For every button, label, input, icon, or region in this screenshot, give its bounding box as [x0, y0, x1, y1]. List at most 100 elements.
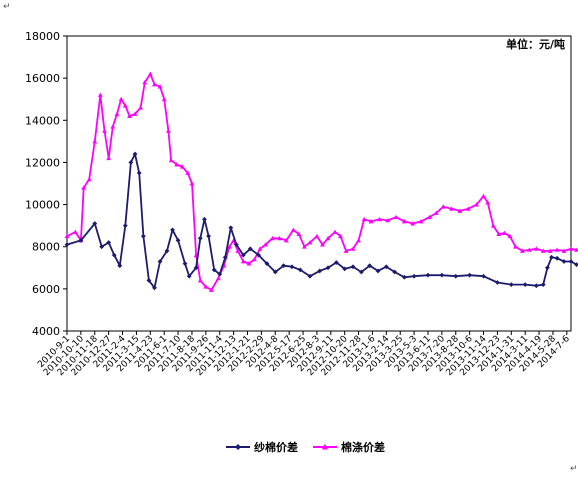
legend-label-polyester: 棉涤价差: [341, 440, 385, 454]
data-point: [325, 265, 331, 271]
data-point: [106, 155, 112, 161]
data-point: [257, 246, 263, 251]
data-point: [540, 248, 546, 253]
data-point: [81, 185, 87, 190]
legend-marker-diamond-icon: [235, 444, 241, 450]
y-tick-label: 16000: [25, 72, 60, 85]
data-point: [114, 111, 120, 116]
data-point: [496, 231, 502, 236]
series-yarn-cotton-spread: [64, 151, 578, 291]
data-point: [110, 124, 116, 129]
data-point: [526, 247, 532, 252]
data-point: [215, 275, 221, 281]
data-point: [157, 259, 163, 264]
data-point: [142, 79, 148, 85]
series-line: [66, 153, 578, 289]
data-point: [64, 233, 70, 239]
data-point: [165, 128, 171, 133]
data-point: [117, 263, 123, 269]
data-point: [157, 84, 163, 89]
data-point: [501, 230, 507, 235]
data-point: [457, 208, 463, 213]
data-point: [138, 105, 143, 110]
data-point: [522, 282, 528, 288]
data-point: [401, 274, 407, 280]
data-point: [317, 268, 323, 274]
data-point: [208, 287, 214, 292]
legend-label-yarn: 纱棉价差: [254, 440, 298, 454]
y-tick-label: 6000: [32, 283, 60, 296]
data-point: [358, 269, 364, 275]
data-point: [554, 255, 560, 261]
y-tick-label: 14000: [25, 114, 60, 127]
x-axis: 2010-9-12010-10-102010-11-182010-12-2720…: [36, 331, 572, 378]
data-point: [401, 219, 407, 224]
data-point: [314, 233, 320, 239]
data-point: [307, 273, 313, 279]
data-point: [227, 244, 232, 249]
data-point: [418, 219, 424, 224]
data-point: [325, 235, 331, 241]
data-point: [152, 82, 157, 87]
data-point: [217, 271, 223, 277]
data-point: [410, 221, 416, 226]
data-point: [350, 246, 356, 251]
data-point: [92, 221, 98, 226]
data-point: [246, 261, 252, 266]
data-point: [343, 248, 349, 253]
series-layer: [64, 71, 578, 292]
data-point: [554, 247, 560, 252]
y-tick-label: 18000: [25, 30, 60, 43]
data-point: [513, 244, 518, 249]
data-point: [350, 264, 356, 270]
data-point: [146, 278, 152, 283]
data-point: [356, 237, 361, 243]
data-point: [411, 273, 417, 279]
data-point: [189, 181, 195, 186]
data-point: [197, 235, 203, 241]
data-point: [281, 263, 286, 269]
data-point: [342, 266, 348, 272]
data-point: [385, 217, 391, 223]
data-point: [495, 280, 500, 285]
data-point: [297, 267, 303, 273]
data-point: [508, 282, 514, 288]
legend: 纱棉价差 棉涤价差: [226, 440, 385, 454]
data-point: [211, 267, 217, 273]
data-point: [540, 282, 546, 288]
data-point: [202, 216, 207, 222]
plot-area-frame: [66, 35, 572, 332]
data-point: [132, 111, 138, 116]
data-point: [439, 272, 445, 278]
data-point: [92, 138, 98, 144]
data-point: [290, 227, 296, 232]
data-point: [206, 233, 212, 239]
data-point: [175, 237, 181, 243]
data-point: [289, 264, 295, 270]
data-point: [332, 229, 338, 234]
data-point: [383, 264, 389, 270]
data-point: [152, 285, 157, 291]
data-point: [170, 227, 175, 233]
data-point: [179, 164, 185, 169]
data-point: [140, 233, 146, 239]
data-point: [320, 242, 325, 247]
data-point: [111, 252, 117, 258]
data-point: [465, 206, 471, 211]
data-point: [72, 229, 78, 234]
data-point: [97, 92, 103, 97]
data-point: [338, 233, 343, 239]
legend-item-yarn: 纱棉价差: [226, 440, 298, 454]
data-point: [283, 237, 289, 243]
unit-label: 单位：元/吨: [506, 37, 565, 51]
data-point: [228, 225, 234, 231]
data-point: [449, 206, 454, 211]
data-point: [481, 193, 486, 199]
data-point: [433, 210, 439, 215]
data-point: [544, 265, 550, 271]
data-point: [453, 273, 459, 279]
data-point: [425, 272, 431, 278]
data-point: [368, 219, 374, 224]
data-point: [302, 244, 307, 249]
